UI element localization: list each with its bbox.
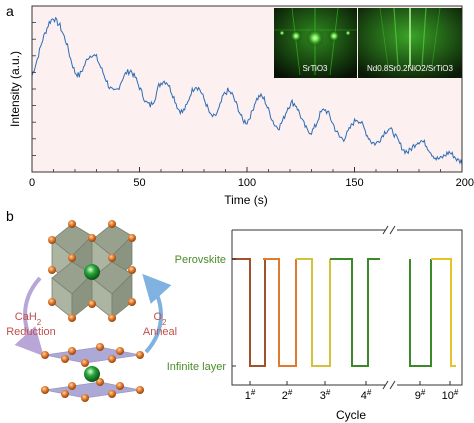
panel-b-letter: b xyxy=(6,208,14,224)
cycle-segment-2 xyxy=(263,258,297,367)
state-label: Infinite layer xyxy=(167,361,227,373)
x-axis-title: Time (s) xyxy=(224,193,268,207)
infinite-layer-structure-image xyxy=(41,343,144,402)
anneal-arrow-icon xyxy=(142,273,172,354)
perovskite-structure-image xyxy=(48,220,136,322)
plot-b-x-tick-labels: 1# 2# 3# 4# 9# 10# xyxy=(245,388,459,402)
cycle-axis-title: Cycle xyxy=(336,408,366,422)
panel-a-letter: a xyxy=(6,3,14,19)
x-tick-label: 150 xyxy=(345,177,363,189)
reduction-label-line2: Reduction xyxy=(6,326,56,338)
plot-a-x-tick-labels: 0 50 100 150 200 xyxy=(29,177,474,189)
cycle-tick-label: 3# xyxy=(320,388,331,402)
intensity-trace-line xyxy=(31,16,463,165)
state-label: Perovskite xyxy=(175,254,226,266)
cycle-segment-1 xyxy=(232,258,266,367)
x-tick-label: 0 xyxy=(29,177,35,189)
plot-a-ticks xyxy=(31,22,463,172)
x-tick-label: 50 xyxy=(133,177,145,189)
cycle-tick-label: 1# xyxy=(245,388,256,402)
x-tick-label: 100 xyxy=(238,177,256,189)
axis-break-mark xyxy=(382,225,396,235)
plot-b-y-tick-labels: Perovskite Infinite layer xyxy=(167,254,227,373)
anneal-label-line2: Anneal xyxy=(143,326,177,338)
rheed-pattern-substrate-image: SrTiO3 xyxy=(274,7,357,78)
cycle-tick-label: 2# xyxy=(282,388,293,402)
reduction-arrow-icon xyxy=(14,276,44,357)
plot-b-axis-left-bottom xyxy=(231,230,385,386)
y-axis-title: Intensity (a.u.) xyxy=(8,51,22,127)
inset-label-substrate: SrTiO3 xyxy=(302,64,328,73)
cycle-switching-series xyxy=(232,258,456,367)
rheed-pattern-film-image: Nd0.8Sr0.2NiO2/SrTiO3 xyxy=(358,7,462,78)
cycle-tick-label: 4# xyxy=(361,388,372,402)
cycle-segment-5 xyxy=(409,259,432,367)
cycle-tick-label: 10# xyxy=(442,388,459,402)
cycle-switching-chart: Perovskite Infinite layer 1# 2# 3# 4# 9# 10# C… xyxy=(167,225,463,422)
x-tick-label: 200 xyxy=(456,177,474,189)
axis-break-mark xyxy=(382,380,396,390)
plot-b-frame xyxy=(231,225,463,390)
cycle-segment-3 xyxy=(296,258,331,367)
anneal-label: O2 xyxy=(153,311,167,327)
cycle-segment-4 xyxy=(330,258,380,367)
intensity-trace-series xyxy=(31,16,463,165)
cycle-tick-label: 9# xyxy=(415,388,426,402)
cycle-segment-6 xyxy=(431,258,456,367)
plot-b-axis-right xyxy=(397,229,463,386)
reduction-label: CaH2 xyxy=(15,311,42,327)
inset-label-film: Nd0.8Sr0.2NiO2/SrTiO3 xyxy=(367,64,454,73)
